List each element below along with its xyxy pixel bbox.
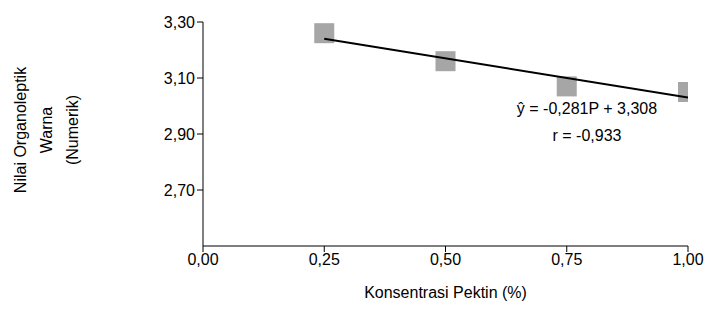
svg-text:0,50: 0,50: [430, 251, 461, 268]
svg-text:ŷ = -0,281P + 3,308: ŷ = -0,281P + 3,308: [517, 100, 657, 117]
svg-text:1,00: 1,00: [672, 251, 703, 268]
svg-text:Nilai Organoleptik: Nilai Organoleptik: [12, 66, 29, 193]
svg-text:3,30: 3,30: [164, 14, 195, 31]
svg-text:0,00: 0,00: [187, 251, 218, 268]
svg-text:(Numerik): (Numerik): [64, 95, 81, 165]
svg-text:2,90: 2,90: [164, 126, 195, 143]
svg-text:3,10: 3,10: [164, 70, 195, 87]
svg-text:0,25: 0,25: [309, 251, 340, 268]
svg-text:Konsentrasi Pektin (%): Konsentrasi Pektin (%): [364, 284, 527, 301]
svg-text:r = -0,933: r = -0,933: [553, 127, 622, 144]
svg-text:Warna: Warna: [38, 107, 55, 154]
svg-text:2,70: 2,70: [164, 182, 195, 199]
svg-text:0,75: 0,75: [551, 251, 582, 268]
